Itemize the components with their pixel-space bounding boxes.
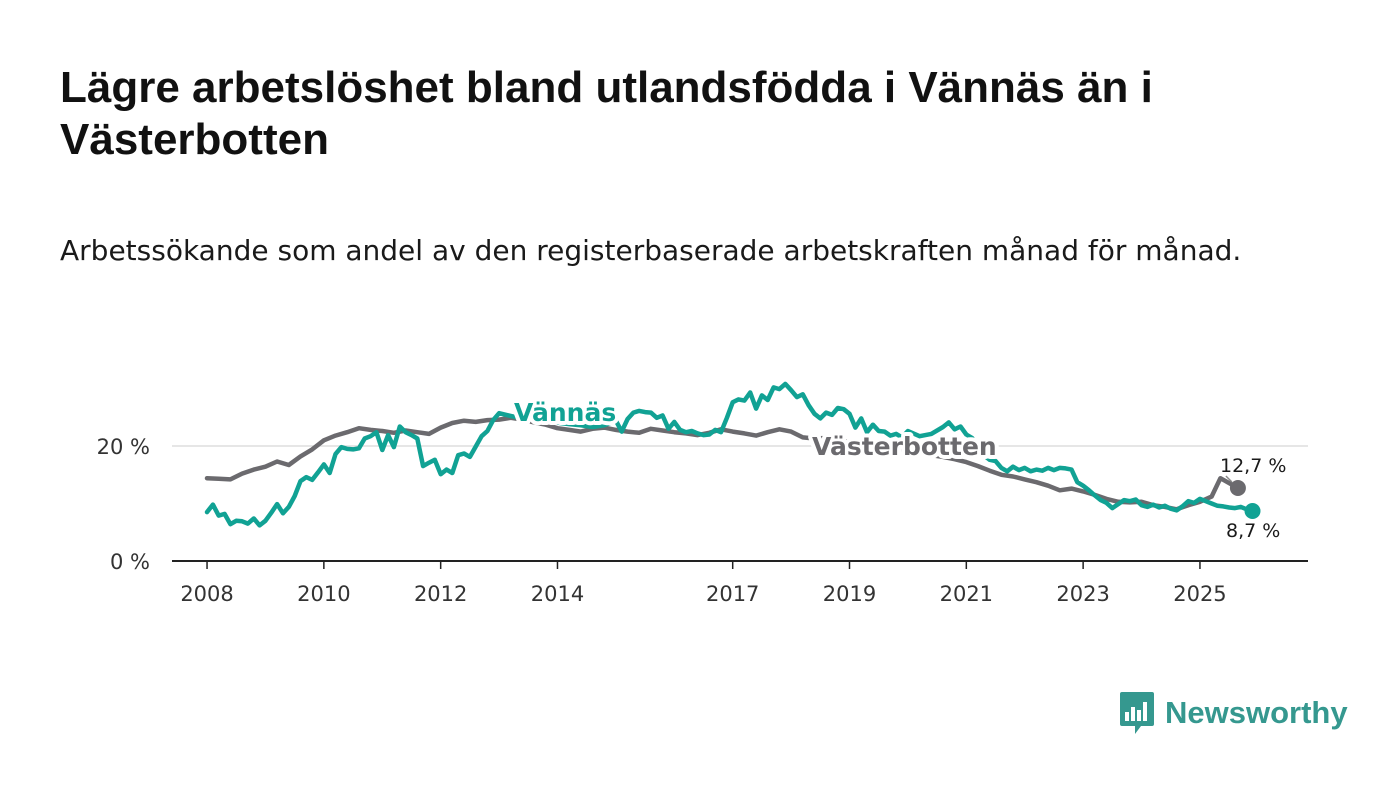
x-tick-label: 2008 (180, 582, 233, 606)
series-layer (204, 381, 1261, 528)
x-tick-label: 2017 (706, 582, 759, 606)
series-line-vannas (204, 381, 1255, 528)
x-tick-label: 2014 (531, 582, 584, 606)
series-label-vasterbotten: Västerbotten (812, 432, 997, 461)
y-tick-label: 0 % (110, 550, 150, 574)
x-tick-label: 2012 (414, 582, 467, 606)
newsworthy-logo[interactable]: Newsworthy (1119, 690, 1348, 736)
x-tick-label: 2010 (297, 582, 350, 606)
x-tick-label: 2023 (1056, 582, 1109, 606)
end-label-leader (1225, 475, 1233, 483)
newsworthy-bar-chart-icon (1120, 692, 1154, 734)
end-value-label-vasterbotten: 12,7 % (1220, 455, 1286, 477)
newsworthy-wordmark: Newsworthy (1165, 695, 1348, 730)
label-layer: Vännäs Västerbotten 12,7 % 8,7 % (510, 394, 1286, 542)
x-tick-label: 2019 (823, 582, 876, 606)
series-label-vannas: Vännäs (514, 398, 616, 427)
axis-layer: 0 % 20 % 2008 2010 2012 2014 2017 2019 2021 2023 2… (97, 435, 1308, 606)
x-tick-label: 2025 (1173, 582, 1226, 606)
series-end-marker (1244, 502, 1261, 519)
end-value-label-vannas: 8,7 % (1226, 520, 1280, 542)
series-end-marker (1229, 479, 1246, 496)
chart-title: Lägre arbetslöshet bland utlandsfödda i … (60, 63, 1153, 164)
y-tick-label: 20 % (97, 435, 150, 459)
chart-subtitle: Arbetssökande som andel av den registerb… (60, 234, 1242, 267)
x-tick-label: 2021 (940, 582, 993, 606)
